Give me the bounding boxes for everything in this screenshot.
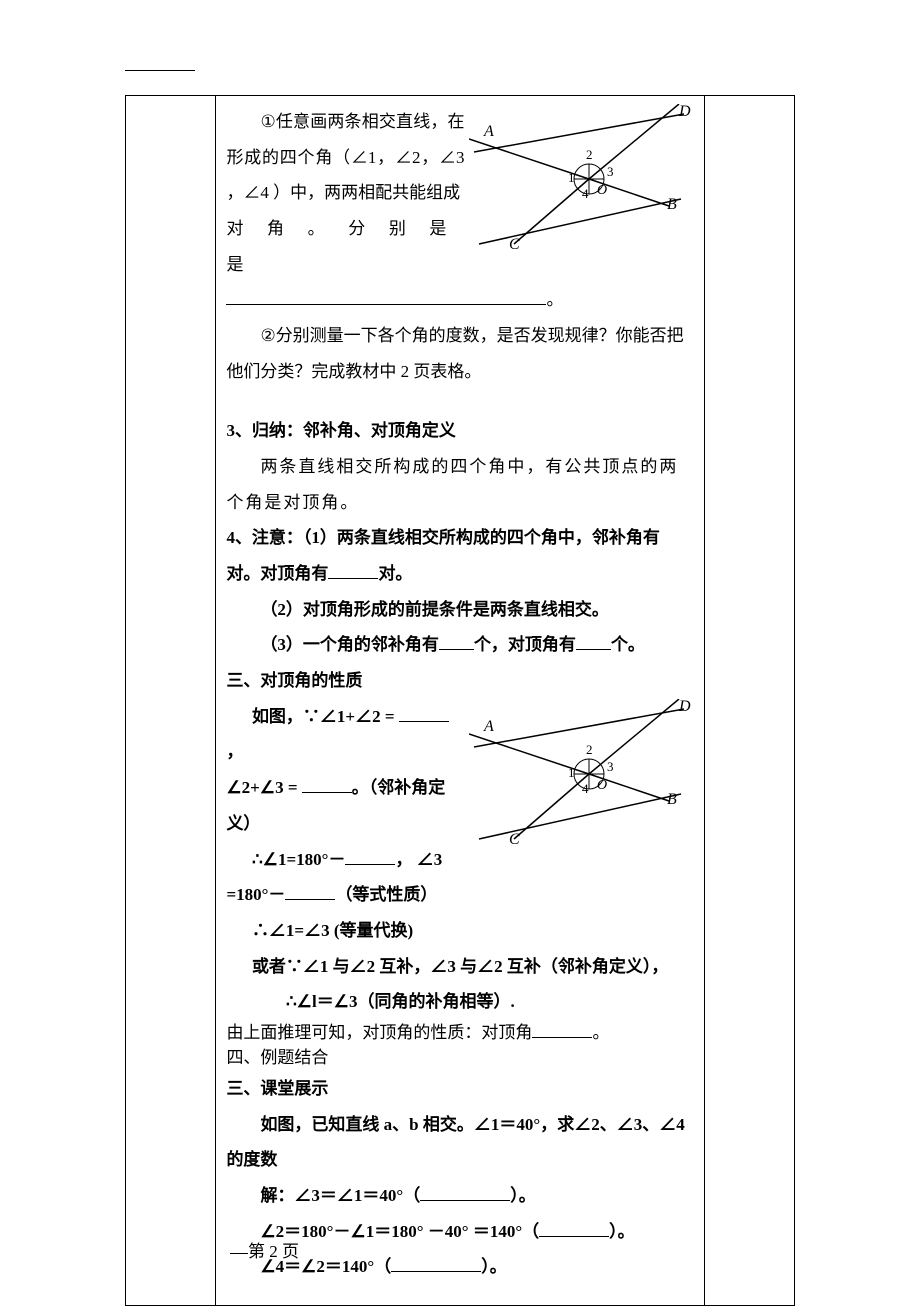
s5-blank3 (345, 847, 395, 865)
q1-period: 。 (546, 290, 563, 309)
q1-blank (226, 287, 546, 305)
s7-sol2-b: ）。 (609, 1222, 635, 1241)
s5-l7: 由上面推理可知，对顶角的性质：对顶角 。 (226, 1020, 693, 1046)
s5-blank1 (399, 704, 449, 722)
svg-text:2: 2 (586, 742, 593, 757)
label-d: D (678, 104, 691, 120)
s5-l4: ∴∠1=∠3 (等量代换) (226, 913, 693, 949)
s5-l7b: 。 (592, 1023, 609, 1042)
s4-p1b: 对。对顶角有 (226, 564, 328, 583)
diagram-1: A B C D O 1 2 3 4 (469, 104, 694, 254)
s6-heading: 四、例题结合 (226, 1045, 693, 1071)
s4-p3b: 个，对顶角有 (474, 635, 576, 654)
footer-line (230, 1253, 248, 1254)
footer-label: 第 2 页 (248, 1242, 299, 1261)
diagram-2: A B C D O 1 2 3 4 (469, 699, 694, 849)
content-column: A B C D O 1 2 3 4 ①任意画两条相交直线，在形成的四个角（∠1，… (216, 96, 704, 1306)
s4-line1: 4、注意：（1）两条直线相交所构成的四个角中，邻补角有 (226, 520, 693, 556)
s5-blank4 (285, 882, 335, 900)
s3-body: 两条直线相交所构成的四个角中，有公共顶点的两个角是对顶角。 (226, 449, 693, 520)
page-footer: 第 2 页 (230, 1237, 299, 1262)
s5-l3: ∴∠1=180°－， ∠3 =180°－（等式性质） (226, 842, 693, 913)
right-column (704, 96, 794, 1306)
s4-p1c: 对。 (378, 564, 412, 583)
svg-text:C: C (509, 831, 520, 848)
s4-blank2 (439, 632, 474, 650)
label-a: A (483, 123, 494, 140)
s4-p3: （3）一个角的邻补角有 个，对顶角有 个。 (226, 627, 693, 663)
s7-sol-b: ）。 (510, 1186, 536, 1205)
svg-text:B: B (667, 791, 677, 808)
s5-l5-text: 或者∵∠1 与∠2 互补，∠3 与∠2 互补（邻补角定义）， (252, 957, 669, 976)
s4-p1a: （1）两条直线相交所构成的四个角中，邻补角有 (303, 528, 660, 547)
s4-p3a: （3）一个角的邻补角有 (260, 635, 439, 654)
s5-l7a: 由上面推理可知，对顶角的性质：对顶角 (226, 1023, 532, 1042)
label-1: 1 (568, 170, 575, 185)
s7-heading: 三、课堂展示 (226, 1071, 693, 1107)
spacer (226, 390, 693, 414)
s4-p2: （2）对顶角形成的前提条件是两条直线相交。 (226, 592, 693, 628)
s7-blank1 (420, 1183, 510, 1201)
svg-text:A: A (483, 718, 494, 735)
label-b: B (667, 196, 677, 213)
s7-sol2-a: ∠2＝180°－∠1＝180° －40° ＝140°（ (260, 1222, 539, 1241)
s7-sol-a: 解：∠3＝∠1＝40°（ (260, 1186, 420, 1205)
s4-heading: 4、注意： (226, 528, 303, 547)
s7-sol3-b: ）。 (481, 1257, 507, 1276)
s5-heading: 三、对顶角的性质 (226, 663, 693, 699)
s3-heading: 3、归纳：邻补角、对顶角定义 (226, 413, 693, 449)
q2-text: 分别测量一下各个角的度数，是否发现规律？你能否把他们分类？完成教材中 2 页表格… (226, 326, 683, 381)
s7-blank3 (391, 1254, 481, 1272)
page: A B C D O 1 2 3 4 ①任意画两条相交直线，在形成的四个角（∠1，… (0, 0, 920, 1302)
s7-blank2 (539, 1219, 609, 1237)
s5-blank2 (302, 775, 352, 793)
circled-2: ② (260, 318, 275, 354)
circled-1: ① (260, 104, 275, 140)
s5-l1a: 如图，∵∠1+∠2 = (252, 707, 399, 726)
label-o: O (597, 183, 607, 198)
q1-fill-line: 是。 (226, 247, 693, 318)
svg-text:1: 1 (568, 765, 575, 780)
s5-l3a: ∴∠1=180°－ (252, 850, 346, 869)
left-column (126, 96, 216, 1306)
label-c: C (509, 236, 520, 253)
s4-blank1 (328, 561, 378, 579)
s5-l2a: ∠2+∠3 = (226, 778, 301, 797)
svg-text:3: 3 (607, 759, 614, 774)
svg-text:O: O (597, 778, 607, 793)
label-2: 2 (586, 147, 593, 162)
table-row: A B C D O 1 2 3 4 ①任意画两条相交直线，在形成的四个角（∠1，… (126, 96, 795, 1306)
s4-blank3 (576, 632, 611, 650)
q1-is: 是 (226, 255, 243, 274)
s5-l6-text: ∴∠l＝∠3（同角的补角相等）. (286, 992, 515, 1011)
svg-text:D: D (678, 699, 691, 715)
label-4: 4 (582, 186, 589, 201)
q1-text2: 对角。分别是 (226, 219, 446, 238)
s4-line1b: 对。对顶角有 对。 (226, 556, 693, 592)
s5-l1b: ， (226, 742, 243, 761)
label-3: 3 (607, 164, 614, 179)
s5-l4-text: ∴∠1=∠3 (等量代换) (252, 921, 413, 940)
header-underline (125, 70, 195, 71)
s7-p1: 如图，已知直线 a、b 相交。∠1＝40°，求∠2、∠3、∠4的度数 (226, 1107, 693, 1178)
s7-p1-text: 如图，已知直线 a、b 相交。∠1＝40°，求∠2、∠3、∠4的度数 (226, 1115, 684, 1170)
s5-l3c: （等式性质） (335, 885, 437, 904)
q2-block: ②分别测量一下各个角的度数，是否发现规律？你能否把他们分类？完成教材中 2 页表… (226, 318, 693, 389)
s7-sol1: 解：∠3＝∠1＝40°（ ）。 (226, 1178, 693, 1214)
s5-blank5 (532, 1020, 592, 1038)
s4-p3c: 个。 (611, 635, 645, 654)
content-table: A B C D O 1 2 3 4 ①任意画两条相交直线，在形成的四个角（∠1，… (125, 95, 795, 1306)
q1-line-spread: 对角。分别是 (226, 211, 446, 247)
s5-l6: ∴∠l＝∠3（同角的补角相等）. (226, 984, 693, 1020)
s5-l5: 或者∵∠1 与∠2 互补，∠3 与∠2 互补（邻补角定义）， (226, 949, 693, 985)
s4-p2-text: （2）对顶角形成的前提条件是两条直线相交。 (260, 600, 609, 619)
s3-body-text: 两条直线相交所构成的四个角中，有公共顶点的两个角是对顶角。 (226, 457, 678, 512)
svg-text:4: 4 (582, 781, 589, 796)
